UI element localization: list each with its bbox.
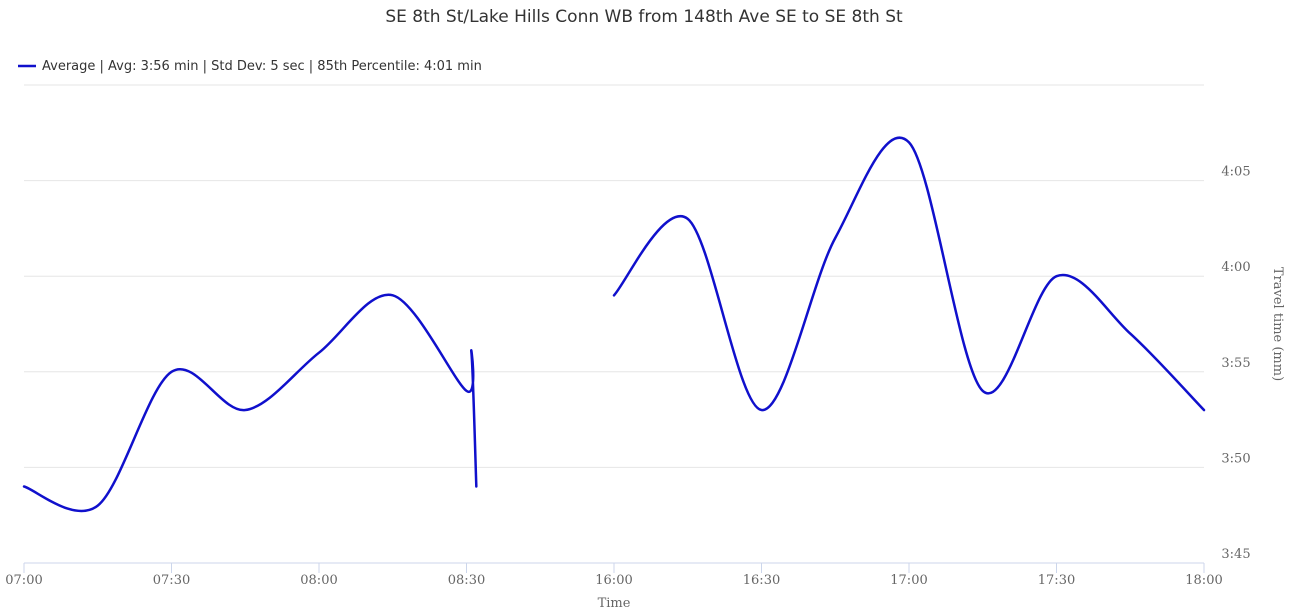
legend-label: Average | Avg: 3:56 min | Std Dev: 5 sec… bbox=[42, 59, 482, 74]
x-tick-label: 17:30 bbox=[1038, 573, 1075, 588]
x-tick-label: 08:00 bbox=[300, 573, 337, 588]
y-axis-title: Travel time (mm) bbox=[1270, 267, 1285, 381]
y-tick-label: 3:50 bbox=[1221, 451, 1250, 466]
y-tick-label: 3:45 bbox=[1221, 547, 1250, 562]
x-axis-tick-labels: 07:00 07:30 08:00 08:30 16:00 16:30 17:00 17:30… bbox=[5, 573, 1222, 588]
x-tick-label: 16:00 bbox=[595, 573, 632, 588]
x-tick-label: 16:30 bbox=[743, 573, 780, 588]
x-tick-label: 07:00 bbox=[5, 573, 42, 588]
x-tick-label: 18:00 bbox=[1185, 573, 1222, 588]
series-average[interactable] bbox=[22, 136, 1206, 513]
y-axis-tick-labels: 3:45 3:50 3:55 4:00 4:05 bbox=[1221, 165, 1250, 562]
series-line-segment[interactable] bbox=[612, 136, 1206, 412]
chart-title: SE 8th St/Lake Hills Conn WB from 148th … bbox=[385, 7, 903, 27]
x-tick-label: 17:00 bbox=[890, 573, 927, 588]
y-tick-label: 4:00 bbox=[1221, 260, 1250, 275]
legend[interactable]: Average | Avg: 3:56 min | Std Dev: 5 sec… bbox=[18, 59, 482, 74]
x-tick-label: 07:30 bbox=[153, 573, 190, 588]
gridlines bbox=[24, 84, 1204, 468]
x-axis-ticks bbox=[23, 563, 1205, 573]
series-line-segment[interactable] bbox=[22, 293, 478, 513]
x-tick-label: 08:30 bbox=[448, 573, 485, 588]
y-tick-label: 4:05 bbox=[1221, 165, 1250, 180]
y-tick-label: 3:55 bbox=[1221, 356, 1250, 371]
x-axis-title: Time bbox=[598, 596, 631, 610]
